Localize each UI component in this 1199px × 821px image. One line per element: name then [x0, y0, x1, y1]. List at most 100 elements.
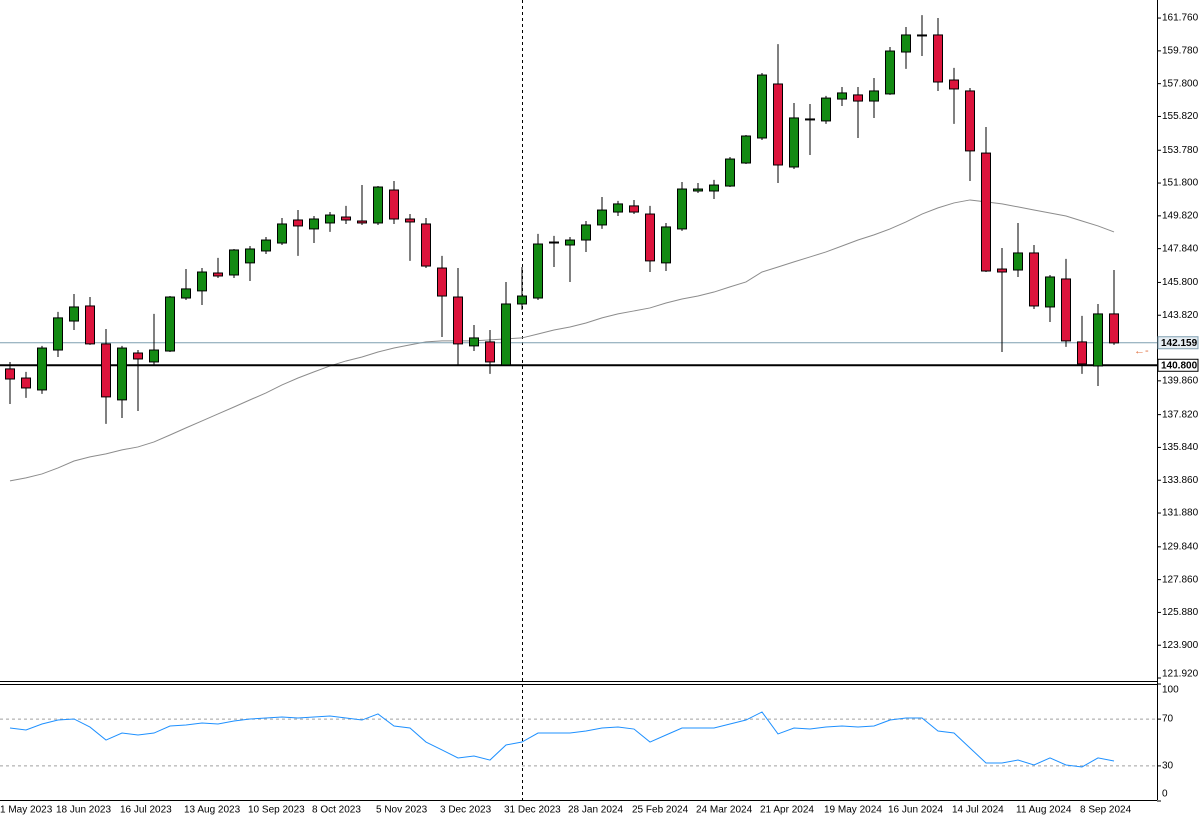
- y-tick-label: 129.840: [1162, 541, 1199, 552]
- candle-body: [101, 343, 111, 398]
- y-tick-label: 137.820: [1162, 409, 1199, 420]
- candle-body: [197, 271, 207, 292]
- y-tick-label: 100: [1162, 685, 1179, 696]
- candle-body: [1109, 313, 1119, 344]
- price-line-label: 140.800: [1161, 360, 1198, 371]
- x-tick-label: 5 Nov 2023: [376, 805, 428, 816]
- candle-body: [837, 92, 847, 100]
- candle-body: [53, 317, 63, 351]
- candle-body: [1013, 252, 1023, 271]
- y-tick-label: 159.780: [1162, 45, 1199, 56]
- candle-body: [501, 303, 511, 366]
- candle-body: [405, 218, 415, 223]
- x-tick-label: 3 Dec 2023: [440, 805, 492, 816]
- candle-body: [341, 216, 351, 221]
- candle-body: [181, 288, 191, 299]
- candle-body: [981, 152, 991, 272]
- price-arrow: ←-: [1134, 345, 1149, 357]
- x-tick-label: 25 Feb 2024: [632, 805, 689, 816]
- rsi-line: [9, 711, 1115, 768]
- y-tick-label: 147.840: [1162, 243, 1199, 254]
- candle-body: [149, 349, 159, 363]
- price-line-label-box: [1157, 358, 1199, 372]
- y-tick-label: 151.800: [1162, 178, 1199, 189]
- candle-body: [821, 97, 831, 122]
- x-tick-label: 24 Mar 2024: [696, 805, 753, 816]
- candle-body: [949, 79, 959, 90]
- y-tick-label: 157.800: [1162, 78, 1199, 89]
- candle-body: [629, 205, 639, 213]
- candle-body: [69, 306, 79, 322]
- x-tick-label: 10 Sep 2023: [248, 805, 305, 816]
- candle-body: [1029, 252, 1039, 307]
- y-tick-label: 161.760: [1162, 13, 1199, 24]
- candle-body: [389, 189, 399, 220]
- y-tick-label: 125.880: [1162, 607, 1199, 618]
- candle-body: [5, 368, 15, 380]
- candle-body: [325, 214, 335, 224]
- candle-body: [485, 341, 495, 363]
- y-tick-label: 133.860: [1162, 475, 1199, 486]
- x-tick-label: 14 Jul 2024: [952, 805, 1004, 816]
- candle-body: [1077, 341, 1087, 365]
- x-tick-label: 16 Jul 2023: [120, 805, 172, 816]
- y-tick-label: 145.800: [1162, 277, 1199, 288]
- candle-body: [581, 224, 591, 241]
- candle-body: [757, 74, 767, 139]
- candle-body: [549, 241, 559, 244]
- candle-body: [725, 158, 735, 187]
- candle-body: [805, 118, 815, 121]
- candle-body: [85, 305, 95, 345]
- candle-body: [901, 34, 911, 53]
- candle-body: [645, 213, 655, 262]
- candle-body: [661, 226, 671, 264]
- candle-body: [277, 223, 287, 244]
- y-tick-label: 0: [1162, 789, 1168, 800]
- candle-body: [933, 34, 943, 83]
- candle-body: [309, 218, 319, 230]
- candle-body: [741, 135, 751, 164]
- candle-body: [357, 220, 367, 224]
- x-tick-label: 19 May 2024: [824, 805, 882, 816]
- x-tick-label: 16 Jun 2024: [888, 805, 943, 816]
- y-tick-label: 153.780: [1162, 145, 1199, 156]
- x-tick-label: 28 Jan 2024: [568, 805, 623, 816]
- candle-body: [229, 249, 239, 276]
- candle-body: [613, 203, 623, 213]
- y-tick-label: 155.820: [1162, 111, 1199, 122]
- candle-body: [773, 83, 783, 166]
- y-tick-label: 135.840: [1162, 442, 1199, 453]
- candle-body: [789, 117, 799, 168]
- x-tick-label: 8 Oct 2023: [312, 805, 361, 816]
- candle-body: [997, 268, 1007, 273]
- candle-body: [885, 50, 895, 95]
- y-tick-label: 139.860: [1162, 375, 1199, 386]
- candle-body: [453, 296, 463, 345]
- y-tick-label: 121.920: [1162, 669, 1199, 680]
- candle-body: [21, 377, 31, 389]
- y-tick-label: 123.900: [1162, 640, 1199, 651]
- x-tick-label: 13 Aug 2023: [184, 805, 241, 816]
- candle-body: [437, 267, 447, 297]
- candle-body: [869, 90, 879, 102]
- candle-body: [261, 239, 271, 252]
- x-tick-label: 18 Jun 2023: [56, 805, 111, 816]
- candle-body: [469, 337, 479, 347]
- price-line-label: 142.159: [1161, 338, 1198, 349]
- y-tick-label: 127.860: [1162, 574, 1199, 585]
- candle-body: [245, 248, 255, 264]
- candle-body: [373, 186, 383, 224]
- candle-body: [1045, 276, 1055, 308]
- candle-body: [693, 188, 703, 192]
- candle-body: [677, 188, 687, 230]
- candle-body: [709, 184, 719, 192]
- candle-body: [421, 223, 431, 267]
- x-tick-label: 11 Aug 2024: [1016, 805, 1072, 816]
- candle-body: [133, 352, 143, 360]
- x-tick-label: 1 May 2023: [0, 805, 53, 816]
- candle-body: [597, 209, 607, 226]
- candle-body: [1061, 278, 1071, 342]
- candle-body: [965, 90, 975, 152]
